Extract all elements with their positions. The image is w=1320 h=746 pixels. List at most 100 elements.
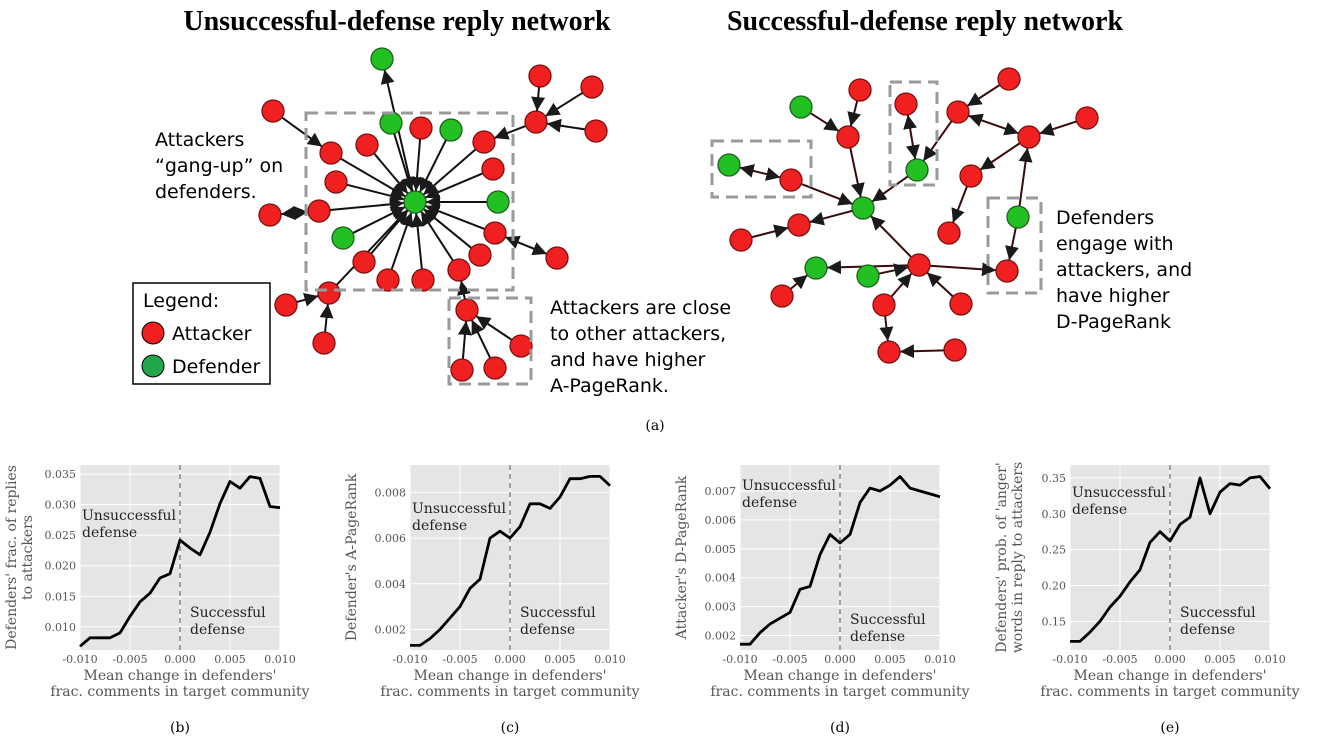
left-network-attacker-node [483,221,507,245]
left-network-attacker-node [317,281,341,305]
left-network-edge [410,212,425,270]
right-network-defender-node [789,95,813,119]
left-network-attacker-node [312,331,336,355]
right-network-attacker-node [943,338,967,362]
right-network-edge [871,175,909,203]
y-axis-label: Defender's A-PageRank [344,473,360,641]
left-network-attacker-node [352,250,376,274]
right-network-edge [979,142,1021,171]
x-tick-label: 0.005 [214,653,246,666]
right-network-attacker-node [937,221,961,245]
legend-title: Legend: [143,290,219,312]
defender-top-box [888,80,939,187]
left-network-attacker-node [258,203,282,227]
left-network-title: Unsuccessful-defense reply network [183,6,611,37]
x-tick-label: 0.005 [544,653,576,666]
annotation-unsuccessful: Unsuccessful defense [1072,485,1167,518]
left-network-attacker-node [483,356,507,380]
right-network-edge [1018,147,1033,207]
left-network-attacker-node [580,75,604,99]
y-tick-label: 0.025 [45,529,77,542]
y-tick-label: 0.15 [1042,615,1067,628]
legend-attacker-label: Attacker [172,323,252,345]
annotation-successful: Successful defense [520,605,596,638]
left-network-attacker-node [545,246,569,270]
chart-anger-prob: -0.010 -0.005 0.000 0.005 0.010 0.15 0.20 0.25 0… [994,462,1300,736]
left-network-edge [329,197,405,212]
left-network-edge [504,235,548,256]
left-network-edge [410,138,424,192]
defender-left-box [710,139,813,199]
left-network-attacker-node [447,258,471,282]
right-network-edge [849,147,865,198]
y-tick-label: 0.004 [705,572,737,585]
left-network-edge [457,280,471,300]
right-network-attacker-node [949,292,973,316]
left-network-edge [373,152,409,195]
y-tick-label: 0.015 [45,590,77,603]
left-network-edge [420,210,454,262]
right-network-edge [809,209,853,226]
y-tick-label: 0.30 [1042,508,1067,521]
annotation-unsuccessful: Unsuccessful defense [82,508,177,541]
right-network-edge [890,272,913,298]
x-tick-label: -0.010 [1052,653,1087,666]
right-network-defender-node [851,196,875,220]
left-network-defender-node [403,190,427,214]
right-network-attacker-node [779,168,803,192]
left-network-attacker-node [411,268,435,292]
x-tick-label: -0.005 [112,653,147,666]
annotation-successful: Successful defense [1180,605,1256,638]
right-network-title: Successful-defense reply network [727,6,1124,37]
right-network-edge [878,263,909,278]
left-network-edge [281,116,323,148]
x-tick-label: 0.010 [594,653,626,666]
left-network-attacker-node [472,130,496,154]
left-network-attacker-node [584,119,608,143]
left-network-defender-node [331,226,355,250]
x-axis-label: Mean change in defenders' frac. comments … [50,668,309,700]
right-network-edge [800,183,854,206]
left-network-edge [531,86,546,112]
right-network-attacker-node [770,284,794,308]
right-network-edge [903,114,920,160]
y-tick-label: 0.030 [45,499,77,512]
right-network-attacker-node [995,259,1019,283]
y-tick-label: 0.004 [375,578,407,591]
chart-reply-fraction: -0.010 -0.005 0.000 0.005 0.010 0.010 0.015 0.0… [4,465,310,736]
right-network-edge [847,100,861,127]
right-network-edge [869,215,913,258]
left-network-attacker-node [481,157,505,181]
series-line [740,475,941,646]
x-tick-label: 0.005 [874,653,906,666]
left-network-attacker-node [528,64,552,88]
left-network-attacker-node [324,170,348,194]
y-axis-label: Defenders' prob. of 'anger'words in repl… [994,462,1026,653]
annotation-unsuccessful: Unsuccessful defense [412,501,507,534]
right-network-edge [879,315,894,342]
left-network-edge [346,183,405,203]
left-network-edges [280,69,586,360]
left-network-attacker-node [468,243,492,267]
left-network-edge [393,133,415,192]
left-network-attacker-node [376,268,400,292]
right-network-attacker-node [997,67,1021,91]
right-network-defender-node [856,264,880,288]
legend: Legend: Attacker Defender [132,282,271,385]
right-network-edge [1039,120,1077,136]
y-tick-label: 0.008 [375,486,407,499]
left-network-edge [457,320,472,360]
x-tick-label: 0.000 [1154,653,1186,666]
y-axis-label: Defenders' frac. of repliesto attackers [4,465,36,650]
gang-up-note: Attackers “gang-up” on defenders. [155,129,289,203]
left-network-attacker-node [261,99,285,123]
left-network-defender-node [379,111,403,135]
left-network-nodes [258,47,608,382]
right-network-attacker-node [787,213,811,237]
subfigure-caption: (e) [1160,720,1179,736]
left-network-attacker-node [355,133,379,157]
left-network-edge [296,292,319,307]
left-network-defender-node [370,47,394,71]
y-tick-label: 0.003 [705,601,737,614]
right-network-attacker-node [836,125,860,149]
